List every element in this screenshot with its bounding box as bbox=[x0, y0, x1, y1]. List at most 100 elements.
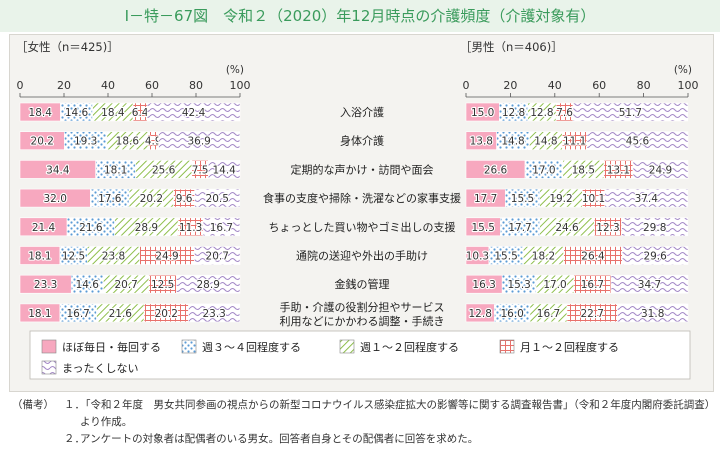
bar-segment-1-0-4 bbox=[572, 102, 689, 122]
x-tick-label-1-4: 80 bbox=[637, 79, 651, 92]
bar-segment-1-4-4 bbox=[621, 217, 689, 237]
category-label-7-1: 利用などにかかわる調整・手続き bbox=[280, 314, 445, 328]
data-label-0-7-4: 23.3 bbox=[202, 308, 225, 320]
bar-segment-1-6-4 bbox=[610, 274, 689, 294]
data-label-0-7-0: 18.1 bbox=[28, 308, 51, 320]
data-label-1-6-2: 17.0 bbox=[543, 279, 566, 291]
bar-segment-1-3-4 bbox=[604, 188, 689, 208]
chart-panel: ［女性（n＝425)］ (%) 0 20 40 60 80 100 18.4 14.6 18.4 6.… bbox=[9, 34, 714, 392]
data-label-0-3-4: 20.5 bbox=[206, 193, 229, 205]
data-label-0-2-0: 34.4 bbox=[46, 164, 70, 176]
data-label-0-4-4: 16.7 bbox=[210, 222, 233, 234]
bar-segment-0-5-4 bbox=[194, 246, 241, 265]
data-label-1-1-4: 45.6 bbox=[626, 136, 650, 148]
legend-label-0: ほぼ毎日・毎回する bbox=[62, 341, 161, 354]
data-label-1-4-4: 29.8 bbox=[643, 222, 666, 234]
category-label-7-0: 手助・介護の役割分担やサービス bbox=[280, 300, 445, 314]
x-tick-label-1-2: 40 bbox=[548, 79, 562, 92]
data-label-0-0-0: 18.4 bbox=[29, 107, 53, 119]
data-label-0-4-0: 21.4 bbox=[32, 222, 56, 234]
data-label-1-4-2: 24.6 bbox=[555, 222, 579, 234]
data-label-1-7-0: 12.8 bbox=[469, 308, 492, 320]
data-label-0-7-3: 20.2 bbox=[155, 308, 178, 320]
data-label-1-7-1: 16.0 bbox=[500, 308, 523, 320]
x-tick-label-0-0: 0 bbox=[17, 79, 24, 92]
data-label-1-7-4: 31.8 bbox=[641, 308, 664, 320]
data-label-0-2-2: 25.6 bbox=[152, 164, 176, 176]
data-label-0-2-4: 14.4 bbox=[212, 164, 236, 176]
data-label-0-7-2: 21.6 bbox=[109, 308, 133, 320]
legend-swatch-1 bbox=[181, 339, 197, 354]
bar-segment-0-7-4 bbox=[188, 303, 241, 323]
data-label-1-5-1: 15.5 bbox=[494, 251, 517, 263]
notes-head-spacer bbox=[12, 431, 64, 448]
data-label-1-1-2: 14.8 bbox=[534, 136, 557, 148]
panel-label-1: ［男性（n＝406)］ bbox=[460, 40, 563, 54]
data-label-0-6-1: 14.6 bbox=[76, 279, 100, 291]
data-label-1-3-0: 17.7 bbox=[474, 193, 497, 205]
category-label-1: 身体介護 bbox=[340, 134, 384, 148]
data-label-0-1-1: 19.3 bbox=[74, 136, 97, 148]
x-tick-label-1-3: 60 bbox=[592, 79, 606, 92]
data-label-1-2-2: 18.5 bbox=[572, 164, 595, 176]
category-label-3: 食事の支度や掃除・洗濯などの家事支援 bbox=[263, 191, 461, 205]
data-label-0-4-3: 11.3 bbox=[179, 222, 202, 234]
data-label-0-5-2: 23.8 bbox=[102, 251, 125, 263]
data-label-1-1-0: 13.8 bbox=[470, 136, 493, 148]
category-label-0: 入浴介護 bbox=[340, 105, 384, 119]
data-label-0-6-2: 20.7 bbox=[114, 279, 137, 291]
note-row-2: ２． アンケートの対象者は配偶者のいる男女。回答者自身とその配偶者に回答を求めた… bbox=[12, 431, 712, 448]
legend-label-3: 月１～２回程度する bbox=[520, 340, 619, 354]
legend-label-2: 週１～２回程度する bbox=[360, 340, 459, 354]
data-label-0-1-3: 4.9 bbox=[145, 136, 162, 148]
data-label-0-0-1: 14.6 bbox=[65, 107, 89, 119]
data-label-1-6-1: 15.3 bbox=[507, 279, 530, 291]
category-label-2: 定期的な声かけ・訪問や面会 bbox=[291, 162, 434, 176]
x-tick-label-1-1: 20 bbox=[503, 79, 517, 92]
bar-segment-0-6-4 bbox=[176, 274, 241, 294]
data-label-0-6-4: 28.9 bbox=[197, 279, 220, 291]
data-label-0-4-1: 21.6 bbox=[79, 222, 103, 234]
note-text-1: 「令和２年度 男女共同参画の視点からの新型コロナウイルス感染症拡大の影響等に関す… bbox=[80, 399, 710, 428]
data-label-0-5-4: 20.7 bbox=[206, 251, 229, 263]
bar-segment-0-1-4 bbox=[158, 131, 241, 150]
data-label-0-3-1: 17.6 bbox=[98, 193, 122, 205]
category-label-5: 通院の送迎や外出の手助け bbox=[296, 249, 428, 263]
data-label-1-1-3: 11.1 bbox=[563, 136, 586, 148]
legend-swatch-0 bbox=[41, 339, 57, 354]
data-label-0-0-3: 6.4 bbox=[132, 107, 149, 119]
data-label-1-0-2: 12.8 bbox=[530, 107, 553, 119]
data-label-1-3-3: 10.1 bbox=[582, 193, 605, 205]
data-label-1-0-3: 7.6 bbox=[556, 107, 573, 119]
note-number-2: ２． bbox=[64, 433, 85, 445]
unit-label-0: (%) bbox=[226, 64, 244, 76]
legend-swatch-3 bbox=[499, 339, 515, 354]
data-label-1-0-1: 12.8 bbox=[502, 107, 525, 119]
data-label-1-3-2: 19.2 bbox=[549, 193, 572, 205]
data-label-1-4-3: 12.3 bbox=[596, 222, 619, 234]
data-label-1-0-4: 51.7 bbox=[619, 107, 642, 119]
data-label-0-2-3: 7.5 bbox=[192, 164, 209, 176]
legend-label-1: 週３～４回程度する bbox=[202, 340, 301, 354]
bar-segment-0-4-4 bbox=[202, 217, 241, 237]
x-tick-label-0-1: 20 bbox=[57, 79, 71, 92]
unit-label-1: (%) bbox=[674, 64, 692, 76]
bar-segment-1-7-4 bbox=[617, 303, 689, 323]
notes: （備考） １． 「令和２年度 男女共同参画の視点からの新型コロナウイルス感染症拡… bbox=[12, 397, 712, 448]
data-label-1-2-0: 26.6 bbox=[484, 164, 508, 176]
figure-title: Ⅰ－特－67図 令和２（2020）年12月時点の介護頻度（介護対象有） bbox=[0, 0, 720, 32]
panel-label-0: ［女性（n＝425)］ bbox=[16, 40, 119, 54]
data-label-1-6-4: 34.7 bbox=[638, 279, 661, 291]
data-label-0-4-2: 28.9 bbox=[135, 222, 158, 234]
data-label-0-3-0: 32.0 bbox=[44, 193, 67, 205]
stacked-bar-chart: ［女性（n＝425)］ (%) 0 20 40 60 80 100 18.4 14.6 18.4 6.… bbox=[16, 40, 699, 380]
data-label-1-5-2: 18.2 bbox=[532, 251, 555, 263]
x-tick-label-0-5: 100 bbox=[230, 79, 251, 92]
data-label-1-3-4: 37.4 bbox=[635, 193, 659, 205]
notes-head: （備考） bbox=[12, 399, 54, 411]
category-label-6: 金銭の管理 bbox=[335, 277, 390, 291]
x-tick-label-0-4: 80 bbox=[189, 79, 203, 92]
data-label-1-6-0: 16.3 bbox=[472, 279, 495, 291]
x-tick-label-0-2: 40 bbox=[101, 79, 115, 92]
data-label-1-4-0: 15.5 bbox=[472, 222, 495, 234]
